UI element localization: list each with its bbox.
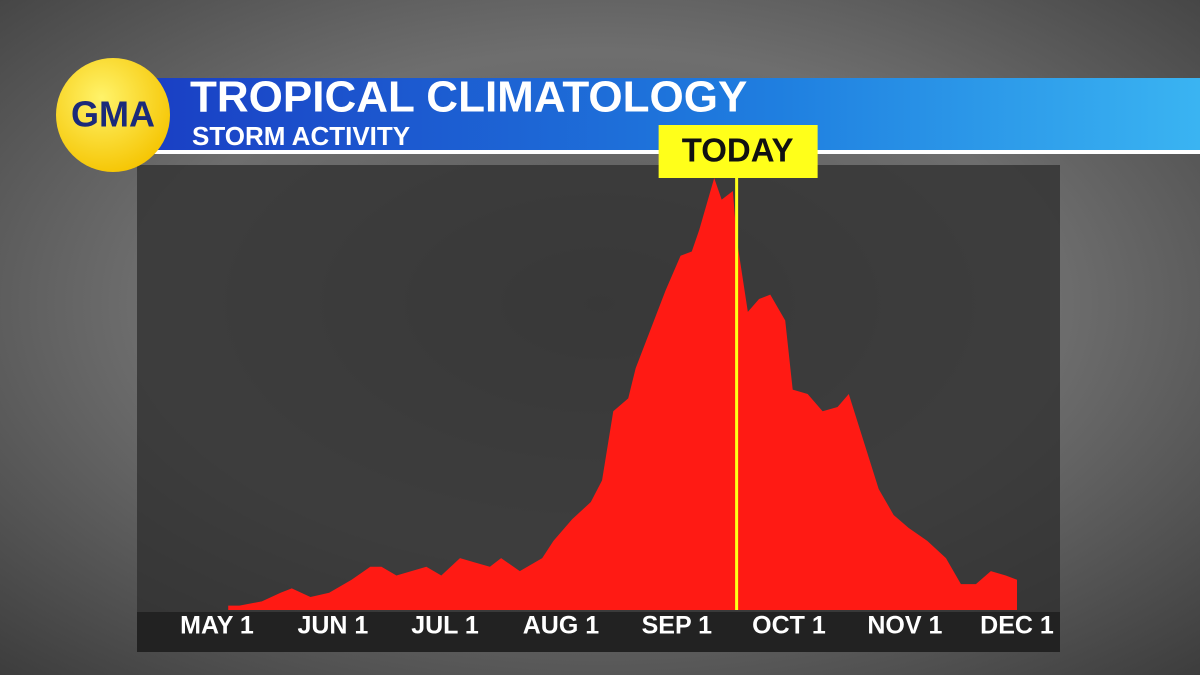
x-tick-label: NOV 1 <box>867 612 942 640</box>
chart-subtitle: STORM ACTIVITY <box>192 121 410 151</box>
x-tick-label: MAY 1 <box>180 612 254 640</box>
annotation: TODAY <box>658 125 818 610</box>
x-tick-label: JUN 1 <box>297 612 368 640</box>
today-box <box>658 125 818 178</box>
logo-text: GMA <box>71 94 155 135</box>
today-label: TODAY <box>682 132 794 169</box>
area <box>228 178 1017 610</box>
logo-circle <box>56 58 170 172</box>
plot: MAY 1 JUN 1 JUL 1 AUG 1 SEP 1 OCT 1 NOV 1 DEC 1 <box>180 178 1054 640</box>
chart-title: TROPICAL CLIMATOLOGY <box>190 73 747 122</box>
x-tick-label: DEC 1 <box>980 612 1054 640</box>
x-tick-label: AUG 1 <box>523 612 600 640</box>
x-tick-label: JUL 1 <box>411 612 479 640</box>
axis-strip <box>137 612 1060 652</box>
x-tick-label: SEP 1 <box>642 612 713 640</box>
x-tick-label: OCT 1 <box>752 612 826 640</box>
